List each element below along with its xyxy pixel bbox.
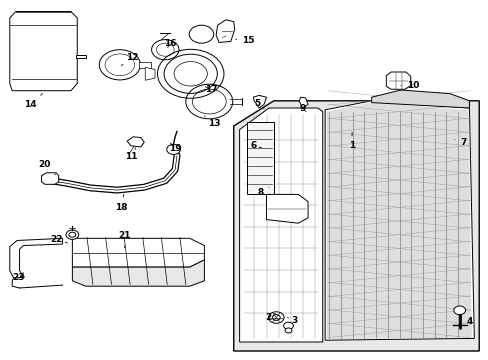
- Polygon shape: [72, 238, 204, 267]
- Text: 19: 19: [168, 143, 181, 153]
- Circle shape: [69, 232, 76, 237]
- Circle shape: [166, 144, 180, 154]
- Text: 7: 7: [454, 138, 466, 147]
- Text: 12: 12: [121, 53, 138, 66]
- Text: 8: 8: [257, 187, 268, 197]
- Circle shape: [453, 306, 465, 315]
- Polygon shape: [72, 260, 204, 286]
- Polygon shape: [41, 173, 59, 184]
- Circle shape: [272, 315, 280, 320]
- Circle shape: [285, 328, 291, 333]
- Polygon shape: [326, 103, 471, 339]
- Polygon shape: [139, 62, 151, 68]
- Text: 15: 15: [235, 36, 254, 45]
- Polygon shape: [299, 97, 307, 108]
- Text: 3: 3: [287, 316, 297, 325]
- Text: 9: 9: [298, 104, 305, 112]
- Polygon shape: [325, 101, 473, 340]
- Text: 6: 6: [250, 141, 261, 150]
- Text: 10: 10: [400, 81, 419, 90]
- Polygon shape: [10, 238, 62, 278]
- Polygon shape: [386, 72, 410, 89]
- Text: 20: 20: [38, 161, 56, 175]
- Polygon shape: [10, 12, 77, 91]
- Polygon shape: [253, 95, 266, 108]
- Circle shape: [283, 322, 293, 329]
- Circle shape: [268, 312, 284, 323]
- Circle shape: [66, 230, 79, 239]
- Polygon shape: [76, 55, 85, 58]
- Polygon shape: [127, 137, 144, 147]
- Polygon shape: [233, 101, 478, 351]
- Polygon shape: [371, 90, 468, 108]
- Text: 2: 2: [264, 313, 275, 322]
- Text: 21: 21: [118, 231, 131, 248]
- Text: 16: 16: [163, 39, 176, 48]
- Text: 23: 23: [12, 273, 25, 282]
- Text: 13: 13: [204, 116, 220, 127]
- Text: 4: 4: [460, 315, 472, 325]
- Text: 14: 14: [24, 94, 42, 109]
- Text: 11: 11: [124, 148, 137, 161]
- Polygon shape: [145, 67, 155, 80]
- Polygon shape: [216, 20, 234, 42]
- Polygon shape: [246, 122, 273, 194]
- Text: 18: 18: [115, 194, 127, 211]
- Text: 5: 5: [254, 99, 264, 109]
- Text: 1: 1: [348, 132, 354, 150]
- Text: 22: 22: [50, 235, 67, 244]
- Polygon shape: [266, 194, 307, 223]
- Polygon shape: [239, 108, 322, 342]
- Text: 17: 17: [204, 85, 217, 94]
